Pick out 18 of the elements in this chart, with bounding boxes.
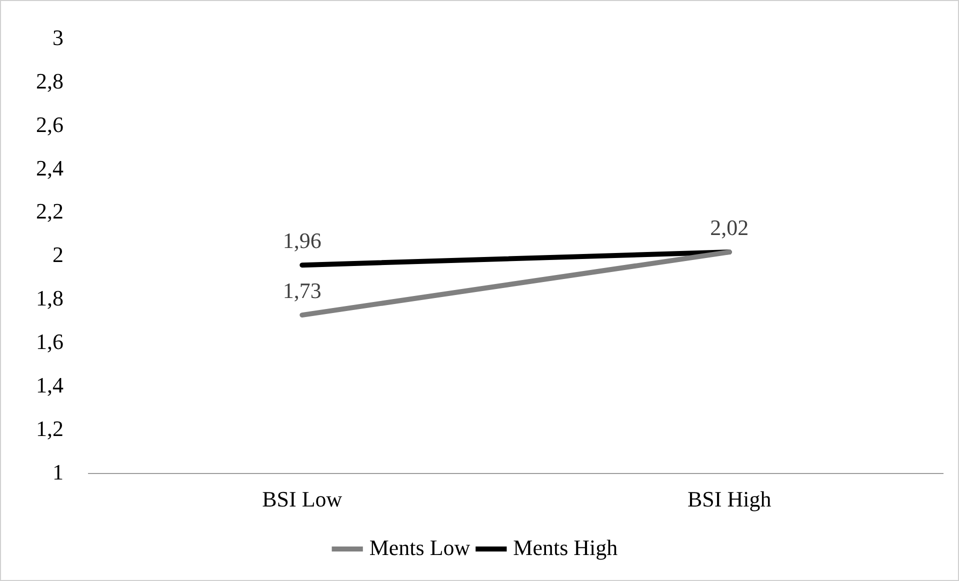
y-tick-label: 2,8 — [36, 68, 64, 94]
legend-label: Ments High — [513, 534, 618, 560]
y-tick-label: 1 — [52, 459, 64, 484]
y-tick-label: 3 — [52, 24, 64, 50]
legend-label: Ments Low — [369, 534, 470, 560]
y-tick-label: 1,2 — [36, 416, 64, 441]
y-tick-label: 2 — [52, 242, 64, 268]
y-tick-label: 1,6 — [36, 329, 64, 354]
x-tick-label: BSI Low — [262, 486, 342, 512]
y-tick-label: 1,8 — [36, 286, 64, 311]
y-tick-label: 2,2 — [36, 198, 64, 224]
data-label: 2,02 — [710, 214, 749, 240]
data-label: 1,96 — [282, 228, 322, 253]
y-tick-label: 1,4 — [36, 372, 64, 398]
y-tick-label: 2,4 — [36, 155, 64, 180]
y-tick-label: 2,6 — [36, 112, 64, 137]
x-tick-label: BSI High — [688, 486, 772, 512]
data-label: 1,73 — [282, 278, 322, 303]
